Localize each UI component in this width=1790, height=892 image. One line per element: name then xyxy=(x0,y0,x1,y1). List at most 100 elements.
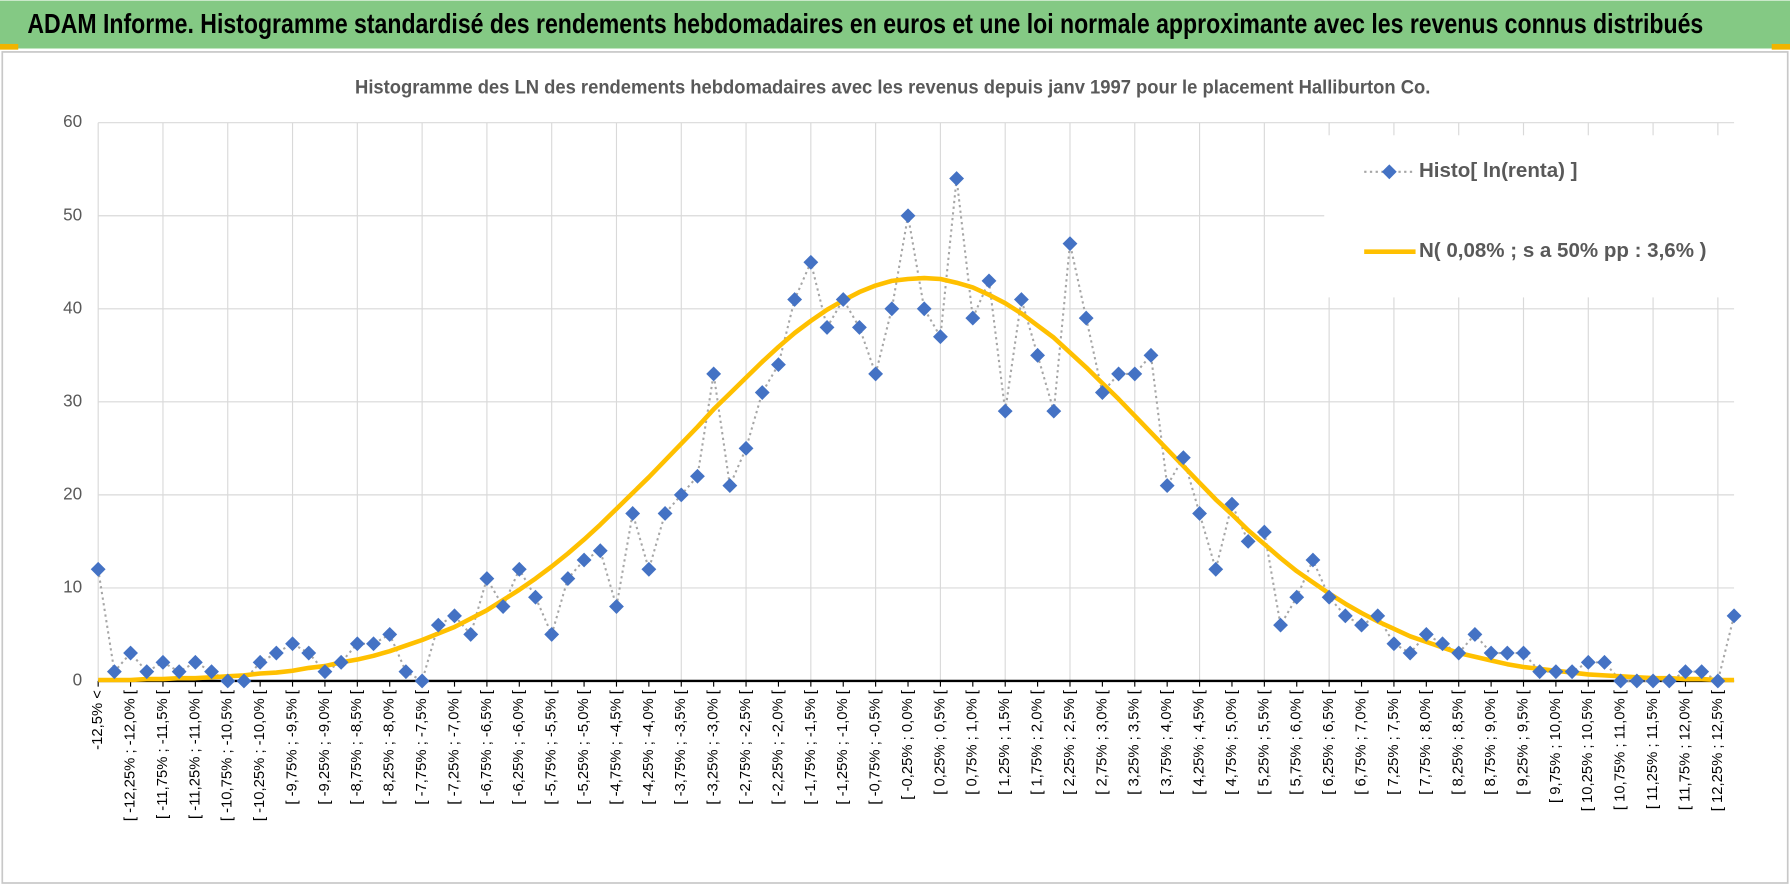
x-tick-label: [ -4,75% ; -4,5% [ xyxy=(608,690,624,805)
x-tick-label: [ -3,75% ; -3,5% [ xyxy=(673,690,689,805)
data-point xyxy=(916,301,932,317)
data-point xyxy=(447,608,462,624)
x-tick-label: [ 7,25% ; 7,5% [ xyxy=(1386,690,1402,795)
y-tick-label: 20 xyxy=(63,484,82,503)
data-point xyxy=(171,664,187,680)
data-point xyxy=(90,561,106,577)
data-point xyxy=(576,552,592,568)
data-point xyxy=(852,319,867,335)
x-tick-label: [ 9,75% ; 10,0% [ xyxy=(1548,690,1564,803)
data-point xyxy=(965,310,981,326)
data-point xyxy=(1580,654,1596,670)
x-tick-label: [ 4,25% ; 4,5% [ xyxy=(1191,690,1207,795)
data-point xyxy=(349,636,365,652)
data-point xyxy=(220,673,236,689)
x-tick-label: [ 0,75% ; 1,0% [ xyxy=(965,690,981,795)
data-point xyxy=(690,468,705,484)
x-tick-label: [ -0,25% ; 0,0% [ xyxy=(900,690,916,800)
x-tick-label: [ -10,75% ; -10,5% [ xyxy=(220,690,236,821)
data-point xyxy=(236,673,252,689)
x-tick-label: [ 8,75% ; 9,0% [ xyxy=(1483,690,1499,795)
data-point xyxy=(106,664,122,680)
x-tick-label: [ -1,25% ; -1,0% [ xyxy=(835,690,851,805)
x-tick-label: [ 1,75% ; 2,0% [ xyxy=(1030,690,1046,795)
data-point xyxy=(1305,552,1321,568)
legend-label: Histo[ ln(renta) ] xyxy=(1419,159,1578,182)
x-tick-label: [ -9,25% ; -9,0% [ xyxy=(317,690,333,805)
x-tick-label: [ -2,25% ; -2,0% [ xyxy=(770,690,786,805)
data-point xyxy=(787,292,803,307)
data-point xyxy=(1321,589,1337,605)
data-point xyxy=(252,654,268,670)
data-point xyxy=(1078,310,1094,326)
data-point xyxy=(560,571,576,587)
x-tick-label: [ 9,25% ; 9,5% [ xyxy=(1515,690,1531,795)
data-point xyxy=(1175,450,1191,466)
header-corner xyxy=(1771,43,1790,50)
data-point xyxy=(1483,645,1499,661)
x-tick-label: [ 11,25% ; 11,5% [ xyxy=(1645,690,1661,809)
data-point xyxy=(414,673,430,689)
data-point xyxy=(868,366,884,382)
data-point xyxy=(398,664,414,680)
data-point xyxy=(722,478,738,493)
data-point xyxy=(706,366,722,382)
x-tick-label: [ -2,75% ; -2,5% [ xyxy=(738,690,754,805)
y-tick-label: 40 xyxy=(63,298,82,317)
y-tick-label: 0 xyxy=(73,670,83,689)
data-point xyxy=(1726,608,1742,624)
data-point xyxy=(819,319,835,335)
x-tick-label: [ -7,75% ; -7,5% [ xyxy=(414,690,430,805)
data-point xyxy=(1435,636,1450,652)
data-point xyxy=(317,664,333,680)
data-point xyxy=(430,617,446,633)
data-point xyxy=(754,385,770,400)
x-tick-label: [ -11,75% ; -11,5% [ xyxy=(155,690,171,819)
x-tick-label: [ 10,25% ; 10,5% [ xyxy=(1580,690,1596,811)
data-point xyxy=(382,627,398,642)
data-point xyxy=(997,403,1013,419)
data-point xyxy=(1678,664,1693,680)
x-tick-label: [ 4,75% ; 5,0% [ xyxy=(1224,690,1240,795)
x-tick-label: [ 10,75% ; 11,0% [ xyxy=(1613,690,1629,810)
x-tick-label: [ -10,25% ; -10,0% [ xyxy=(252,690,268,821)
y-tick-label: 10 xyxy=(63,577,82,596)
data-point xyxy=(1645,673,1661,689)
x-tick-label: [ 8,25% ; 8,5% [ xyxy=(1451,690,1467,795)
data-point xyxy=(1046,403,1062,419)
x-tick-label: [ 11,75% ; 12,0% [ xyxy=(1677,690,1693,810)
legend-label: N( 0,08% ; s a 50% pp : 3,6% ) xyxy=(1419,239,1707,262)
legend-box xyxy=(1324,135,1736,298)
data-point xyxy=(1240,533,1256,549)
x-tick-label: [ -3,25% ; -3,0% [ xyxy=(706,690,722,805)
data-point xyxy=(949,171,965,186)
x-tick-label: [ 5,25% ; 5,5% [ xyxy=(1256,690,1272,795)
y-tick-label: 30 xyxy=(63,391,82,410)
x-tick-label: [ 7,75% ; 8,0% [ xyxy=(1418,690,1434,795)
data-point xyxy=(738,440,754,456)
data-point xyxy=(268,645,284,661)
data-point xyxy=(123,645,138,661)
data-point xyxy=(495,599,511,614)
data-point xyxy=(204,664,219,680)
x-tick-label: [ 12,25% ; 12,5% [ xyxy=(1710,690,1726,811)
data-point xyxy=(333,654,349,670)
data-point xyxy=(932,329,948,345)
data-point xyxy=(1111,366,1127,382)
data-point xyxy=(657,506,673,521)
data-point xyxy=(366,636,381,652)
data-point xyxy=(673,487,689,503)
data-point xyxy=(1273,617,1288,633)
data-point xyxy=(528,589,543,605)
x-tick-label: [ 3,25% ; 3,5% [ xyxy=(1127,690,1143,795)
x-tick-label: [ -9,75% ; -9,5% [ xyxy=(284,690,300,805)
data-point xyxy=(981,273,997,289)
x-tick-label: [ -6,25% ; -6,0% [ xyxy=(511,690,527,805)
x-tick-label: [ -5,75% ; -5,5% [ xyxy=(544,690,560,805)
data-point xyxy=(884,301,900,317)
data-point xyxy=(544,627,560,642)
x-tick-label: [ -0,75% ; -0,5% [ xyxy=(868,690,884,805)
data-point xyxy=(1402,645,1418,661)
data-point xyxy=(1143,347,1159,363)
